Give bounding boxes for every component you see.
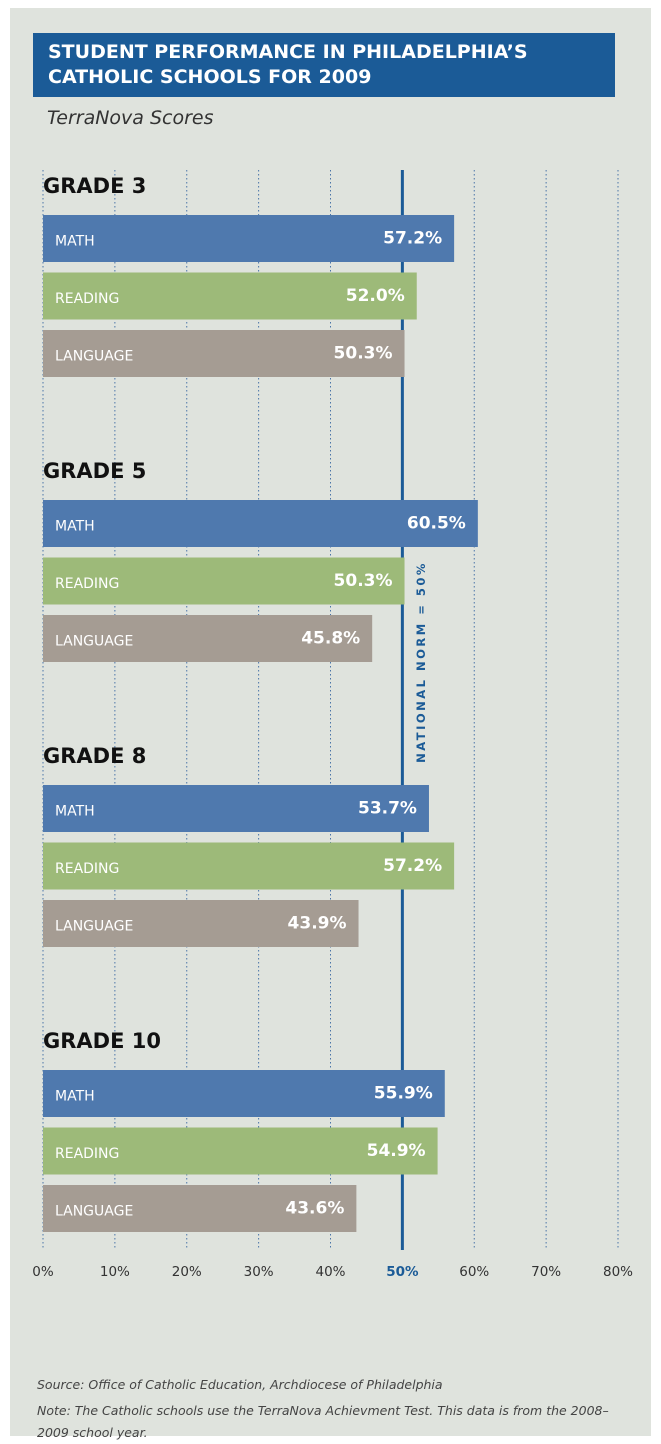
bar	[43, 1185, 357, 1232]
bar	[43, 272, 417, 320]
bar	[43, 1127, 438, 1175]
series-label: MATH	[55, 234, 95, 250]
series-label: READING	[55, 291, 119, 307]
series-label: LANGUAGE	[55, 634, 133, 650]
series-label: LANGUAGE	[55, 919, 133, 935]
x-tick-label: 10%	[100, 1264, 130, 1280]
value-label: 57.2%	[383, 856, 442, 876]
value-label: 54.9%	[367, 1141, 426, 1161]
series-label: READING	[55, 1146, 119, 1162]
category-label: GRADE 5	[43, 459, 146, 483]
bar	[43, 615, 373, 662]
bar	[43, 900, 359, 947]
series-label: READING	[55, 576, 119, 592]
bar	[43, 500, 478, 547]
bar	[43, 785, 429, 832]
value-label: 52.0%	[346, 286, 405, 306]
note: Note: The Catholic schools use the Terra…	[37, 1403, 609, 1440]
x-tick-label: 50%	[386, 1264, 419, 1280]
series-label: MATH	[55, 1089, 95, 1105]
value-label: 55.9%	[374, 1084, 433, 1104]
value-label: 45.8%	[301, 629, 360, 649]
x-tick-label: 0%	[32, 1264, 54, 1280]
reference-label: NATIONAL NORM = 50%	[414, 561, 428, 763]
x-tick-label: 20%	[172, 1264, 202, 1280]
x-tick-label: 60%	[459, 1264, 489, 1280]
chart-subtitle: TerraNova Scores	[47, 107, 214, 129]
series-label: LANGUAGE	[55, 1204, 133, 1220]
source: Source: Office of Catholic Education, Ar…	[37, 1377, 443, 1392]
value-label: 57.2%	[383, 229, 442, 249]
value-label: 50.3%	[334, 344, 393, 364]
bar	[43, 842, 455, 890]
value-label: 50.3%	[334, 571, 393, 591]
category-label: GRADE 10	[43, 1029, 161, 1053]
series-label: MATH	[55, 519, 95, 535]
value-label: 43.9%	[288, 914, 347, 934]
x-tick-label: 30%	[244, 1264, 274, 1280]
value-label: 43.6%	[285, 1199, 344, 1219]
series-label: MATH	[55, 804, 95, 820]
series-label: LANGUAGE	[55, 349, 133, 365]
category-label: GRADE 3	[43, 174, 146, 198]
category-label: GRADE 8	[43, 744, 146, 768]
x-tick-label: 70%	[531, 1264, 561, 1280]
bar	[43, 1070, 445, 1117]
bar	[43, 330, 405, 377]
value-label: 60.5%	[407, 514, 466, 534]
x-tick-label: 80%	[603, 1264, 633, 1280]
series-label: READING	[55, 861, 119, 877]
x-tick-label: 40%	[315, 1264, 345, 1280]
chart-title: STUDENT PERFORMANCE IN PHILADELPHIA’S CA…	[33, 33, 615, 97]
value-label: 53.7%	[358, 799, 417, 819]
bar	[43, 557, 405, 605]
bar	[43, 215, 455, 262]
